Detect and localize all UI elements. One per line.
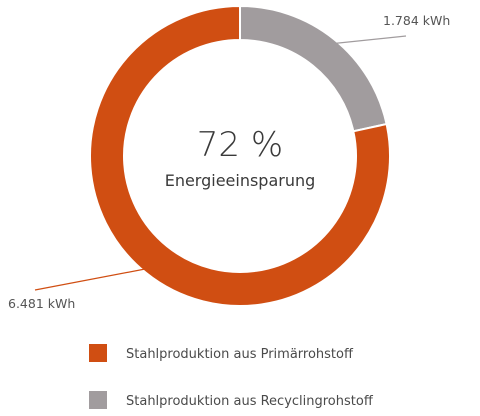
legend-swatch-primary [89,344,107,362]
leader-line-recycling [330,35,407,45]
donut-slices [89,4,391,307]
slice-primary [89,4,391,307]
slice-recycling [239,4,388,133]
legend-label-primary: Stahlproduktion aus Primärrohstoff [126,347,354,362]
value-label-recycling: 1.784 kWh [383,13,450,28]
legend-swatch-recycling [89,391,107,409]
value-label-primary: 6.481 kWh [8,296,75,311]
legend: Stahlproduktion aus Primärrohstoff Stahl… [89,344,374,409]
center-value: 72 % [197,125,283,165]
leader-lines [34,35,407,291]
legend-label-recycling: Stahlproduktion aus Recyclingrohstoff [126,394,374,409]
leader-line-primary [34,267,150,291]
center-label: Energieeinsparung [165,171,316,190]
